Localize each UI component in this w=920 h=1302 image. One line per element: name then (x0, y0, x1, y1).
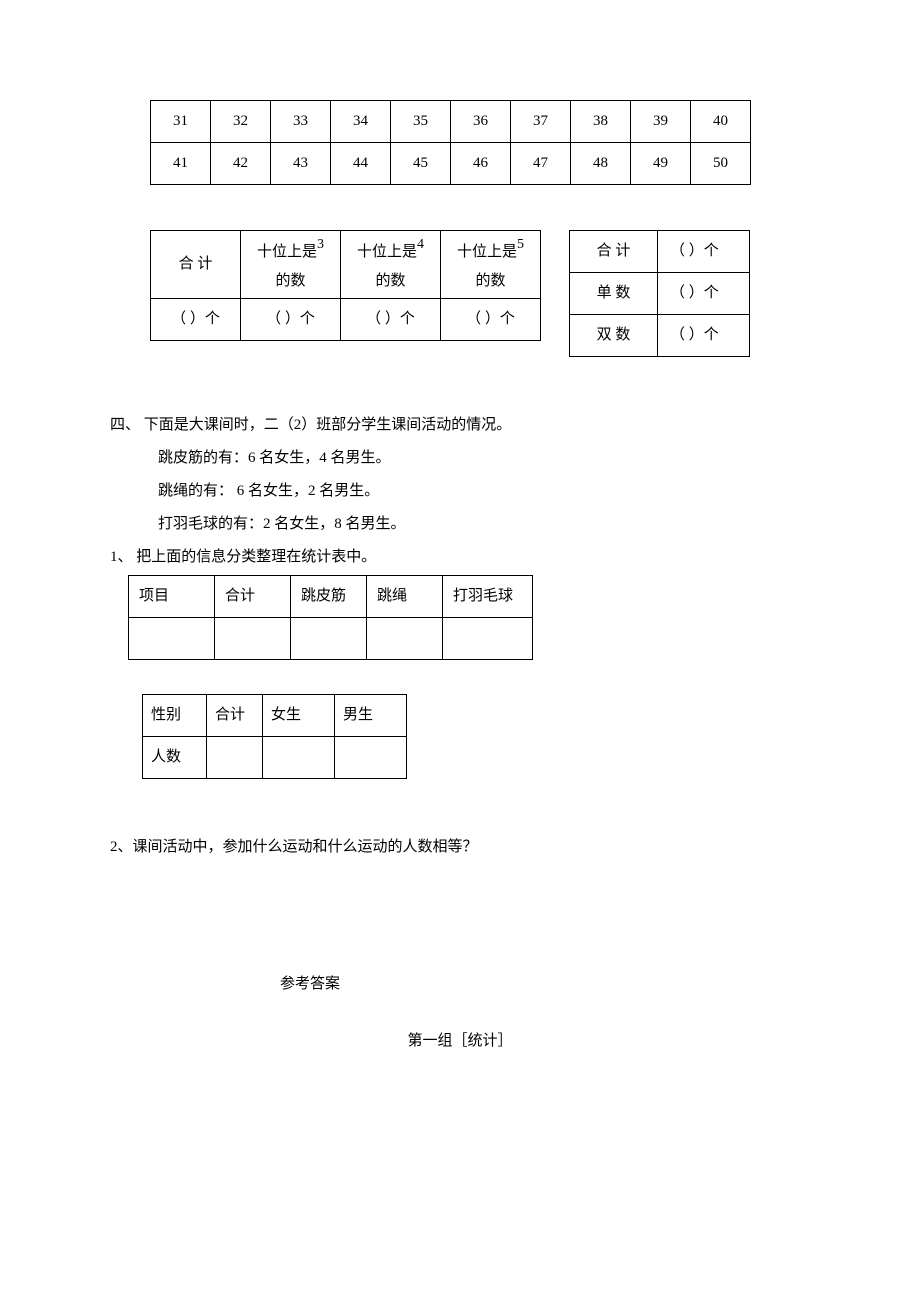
label: 的数 (475, 273, 505, 289)
empty-cell (443, 618, 533, 660)
header-cell: 合计 (215, 576, 291, 618)
empty-cell (129, 618, 215, 660)
sup: 3 (317, 237, 324, 252)
sup: 5 (517, 237, 524, 252)
blank-cell: （ ）个 (341, 299, 441, 341)
question-4-title: 四、 下面是大课间时，二（2）班部分学生课间活动的情况。 (110, 412, 810, 439)
empty-cell (215, 618, 291, 660)
table-row: 双 数 （ ）个 (570, 315, 750, 357)
empty-cell (335, 737, 407, 779)
question-4-line: 打羽毛球的有：2 名女生，8 名男生。 (110, 511, 810, 538)
header-cell: 男生 (335, 695, 407, 737)
table-row: 人数 (143, 737, 407, 779)
sub-question-1: 1、 把上面的信息分类整理在统计表中。 (110, 544, 810, 571)
label: 十位上是 (357, 244, 417, 260)
table-row: 性别 合计 女生 男生 (143, 695, 407, 737)
cell: 31 (151, 101, 211, 143)
col-header: 十位上是4 的数 (341, 231, 441, 299)
table-row (129, 618, 533, 660)
cell: 35 (391, 101, 451, 143)
cell: 36 (451, 101, 511, 143)
cell: 32 (211, 101, 271, 143)
empty-cell (207, 737, 263, 779)
total-header: 合 计 (151, 231, 241, 299)
label: 双 数 (570, 315, 658, 357)
tens-digit-table: 合 计 十位上是3的数 十位上是4的数 十位上是5的数 （ ）个 （ ）个 （ … (150, 230, 541, 341)
sub-question-2: 2、课间活动中，参加什么运动和什么运动的人数相等？ (110, 834, 810, 861)
cell: 33 (271, 101, 331, 143)
label: 单 数 (570, 273, 658, 315)
sup: 4 (417, 237, 424, 252)
blank-cell: （ ）个 (441, 299, 541, 341)
header-cell: 女生 (263, 695, 335, 737)
empty-cell (291, 618, 367, 660)
label: 十位上是 (457, 244, 517, 260)
header-cell: 合计 (207, 695, 263, 737)
table-row: 项目 合计 跳皮筋 跳绳 打羽毛球 (129, 576, 533, 618)
label: 十位上是 (257, 244, 317, 260)
cell: 50 (691, 143, 751, 185)
table-row: （ ）个 （ ）个 （ ）个 （ ）个 (151, 299, 541, 341)
blank-cell: （ ）个 (151, 299, 241, 341)
cell: 40 (691, 101, 751, 143)
number-grid-table: 31 32 33 34 35 36 37 38 39 40 41 42 43 4… (150, 100, 751, 185)
cell: 47 (511, 143, 571, 185)
header-cell: 项目 (129, 576, 215, 618)
empty-cell (367, 618, 443, 660)
blank-cell: （ ）个 (658, 315, 750, 357)
cell: 42 (211, 143, 271, 185)
cell: 34 (331, 101, 391, 143)
cell: 49 (631, 143, 691, 185)
answers-title: 参考答案 (110, 971, 810, 998)
blank-cell: （ ）个 (241, 299, 341, 341)
answers-section: 参考答案 第一组［统计］ (110, 971, 810, 1055)
label: 的数 (275, 273, 305, 289)
cell: 48 (571, 143, 631, 185)
table-row: 合 计 十位上是3的数 十位上是4的数 十位上是5的数 (151, 231, 541, 299)
gender-table: 性别 合计 女生 男生 人数 (142, 694, 407, 779)
question-4-line: 跳绳的有： 6 名女生，2 名男生。 (110, 478, 810, 505)
header-cell: 打羽毛球 (443, 576, 533, 618)
cell: 39 (631, 101, 691, 143)
table-row: 单 数 （ ）个 (570, 273, 750, 315)
odd-even-table: 合 计 （ ）个 单 数 （ ）个 双 数 （ ）个 (569, 230, 750, 357)
blank-cell: （ ）个 (658, 273, 750, 315)
header-cell: 跳绳 (367, 576, 443, 618)
col-header: 十位上是5 的数 (441, 231, 541, 299)
cell: 45 (391, 143, 451, 185)
blank-cell: （ ）个 (658, 231, 750, 273)
cell: 46 (451, 143, 511, 185)
cell: 43 (271, 143, 331, 185)
empty-cell (263, 737, 335, 779)
cell: 38 (571, 101, 631, 143)
table-row: 合 计 （ ）个 (570, 231, 750, 273)
activity-table: 项目 合计 跳皮筋 跳绳 打羽毛球 (128, 575, 533, 660)
col-header: 十位上是3 的数 (241, 231, 341, 299)
cell: 44 (331, 143, 391, 185)
group-title: 第一组［统计］ (110, 1028, 810, 1055)
cell: 37 (511, 101, 571, 143)
label: 合 计 (570, 231, 658, 273)
tables-row: 合 计 十位上是3的数 十位上是4的数 十位上是5的数 （ ）个 （ ）个 （ … (150, 230, 810, 357)
label: 的数 (375, 273, 405, 289)
cell: 41 (151, 143, 211, 185)
question-4-line: 跳皮筋的有：6 名女生，4 名男生。 (110, 445, 810, 472)
table-row: 41 42 43 44 45 46 47 48 49 50 (151, 143, 751, 185)
table-row: 31 32 33 34 35 36 37 38 39 40 (151, 101, 751, 143)
header-cell: 跳皮筋 (291, 576, 367, 618)
header-cell: 性别 (143, 695, 207, 737)
row-header: 人数 (143, 737, 207, 779)
